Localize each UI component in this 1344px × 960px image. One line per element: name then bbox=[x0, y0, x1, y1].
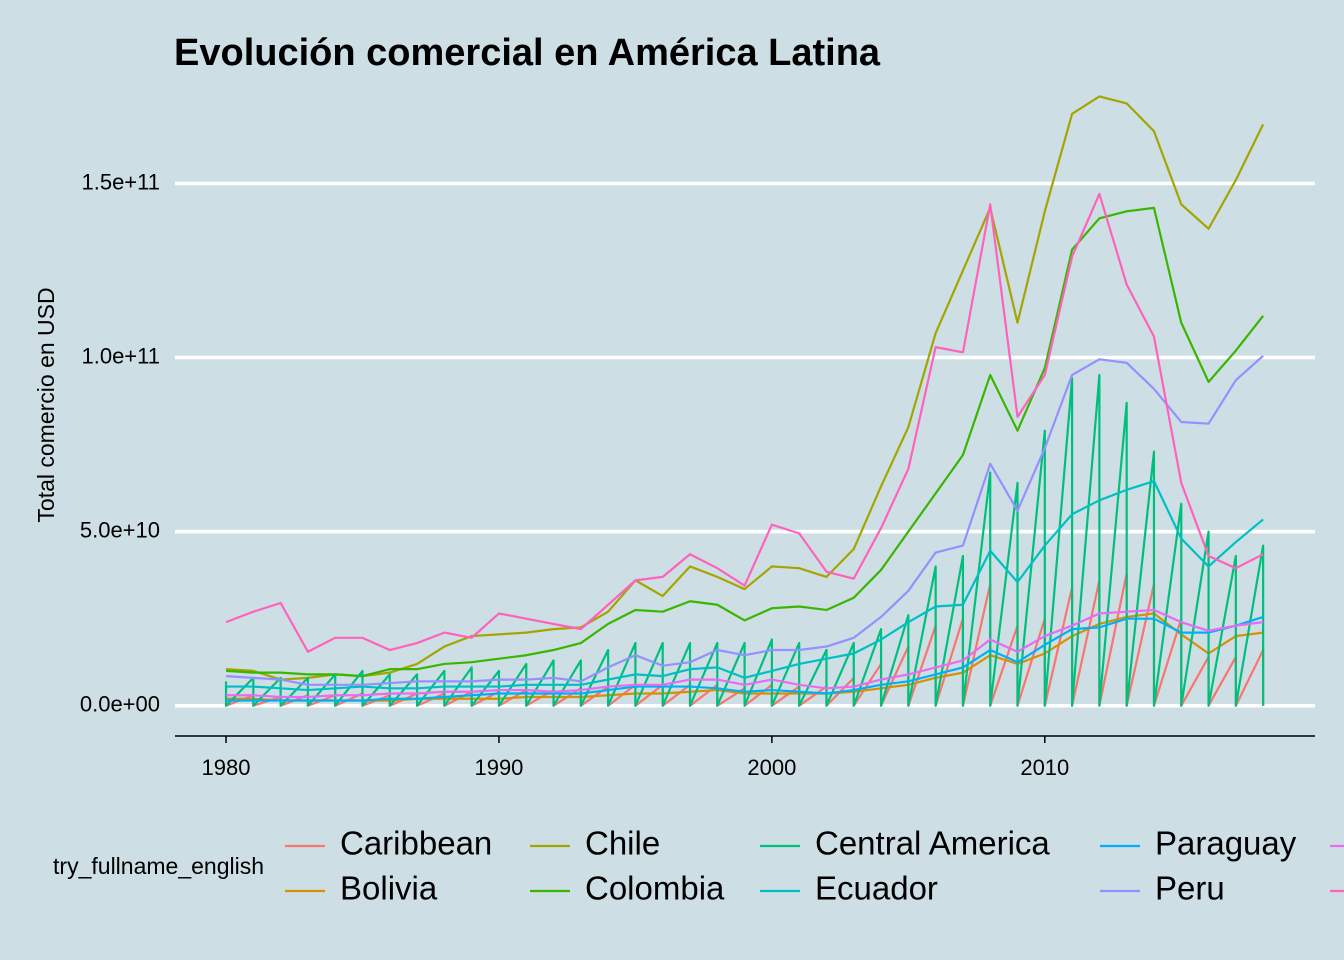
series-line bbox=[225, 192, 1264, 653]
x-tick-label: 1980 bbox=[202, 755, 251, 780]
series-line bbox=[226, 480, 1264, 692]
legend-label: Bolivia bbox=[340, 870, 438, 907]
legend-label: Peru bbox=[1155, 870, 1225, 907]
legend-label: Chile bbox=[585, 825, 660, 862]
y-tick-label: 5.0e+10 bbox=[80, 517, 160, 542]
x-tick-label: 2000 bbox=[747, 755, 796, 780]
y-tick-label: 1.0e+11 bbox=[81, 343, 160, 368]
legend-label: Ecuador bbox=[815, 870, 938, 907]
x-tick-label: 1990 bbox=[474, 755, 523, 780]
x-tick-label: 2010 bbox=[1020, 755, 1069, 780]
y-tick-label: 0.0e+00 bbox=[80, 692, 160, 717]
legend-label: Paraguay bbox=[1155, 825, 1297, 862]
legend-label: Colombia bbox=[585, 870, 725, 907]
series-line bbox=[225, 354, 1264, 686]
legend-label: Central America bbox=[815, 825, 1050, 862]
chart-title: Evolución comercial en América Latina bbox=[174, 32, 881, 74]
series-line bbox=[224, 373, 1265, 707]
series-line bbox=[225, 206, 1265, 678]
legend-label: Caribbean bbox=[340, 825, 492, 862]
legend-title: try_fullname_english bbox=[53, 853, 264, 879]
series-line bbox=[226, 615, 1264, 702]
y-tick-label: 1.5e+11 bbox=[81, 169, 160, 194]
series-line bbox=[226, 608, 1264, 699]
y-axis-label: Total comercio en USD bbox=[33, 287, 59, 522]
